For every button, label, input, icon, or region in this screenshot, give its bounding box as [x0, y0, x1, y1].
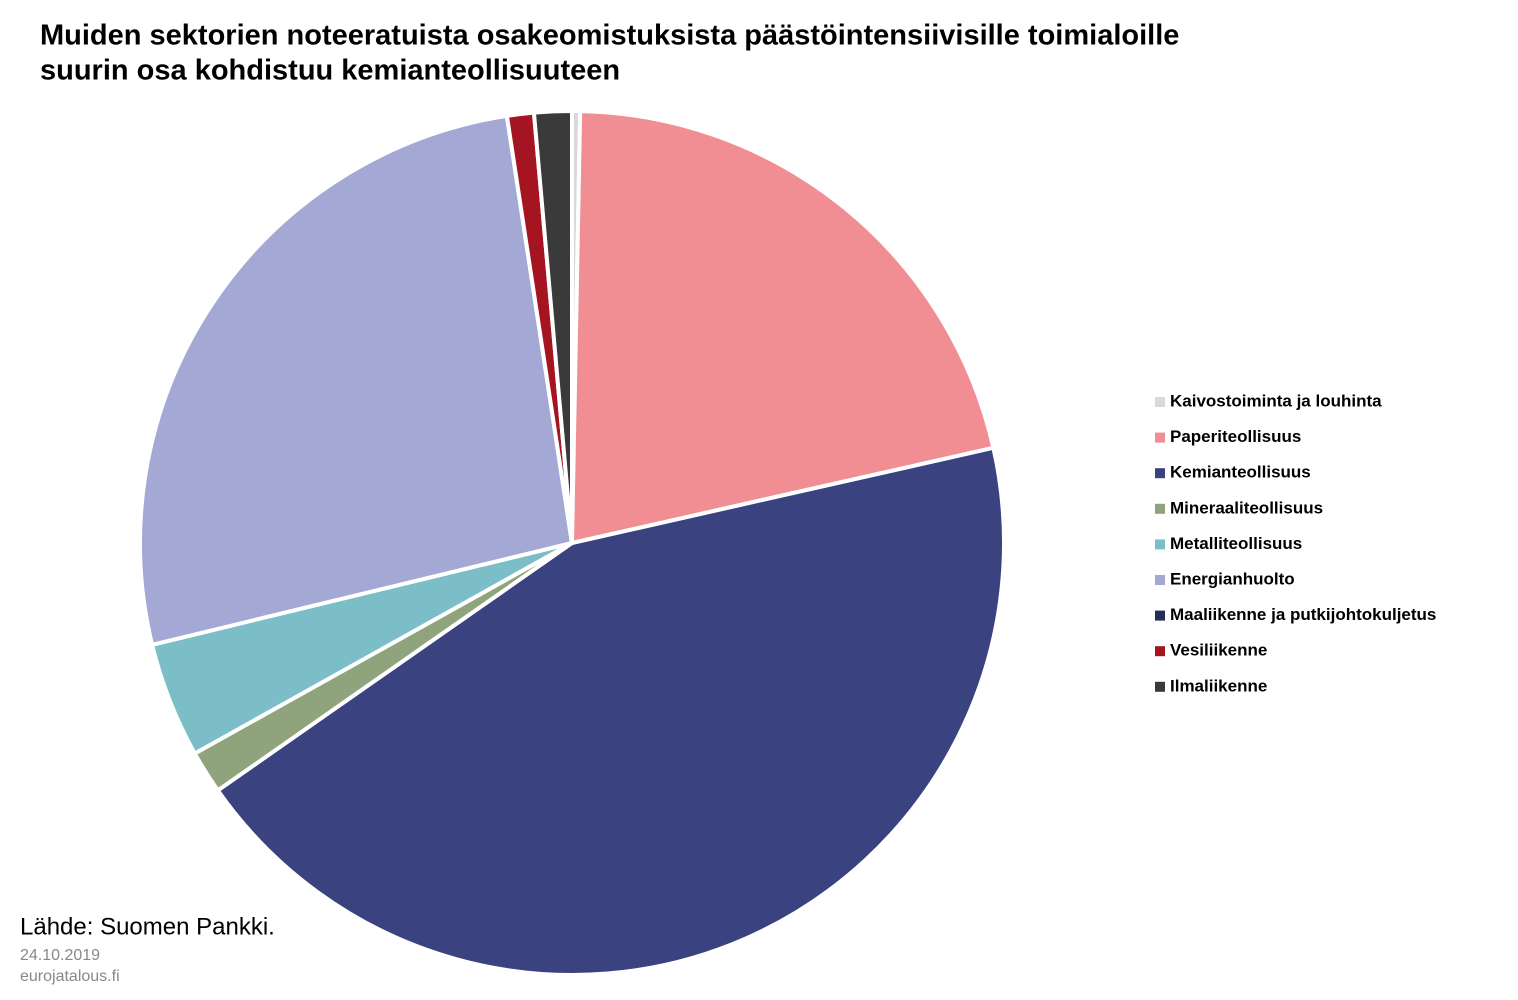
chart-title: suurin osa kohdistuu kemianteollisuuteen: [40, 55, 620, 87]
legend-label: Ilmaliikenne: [1170, 676, 1267, 695]
legend-swatch: [1155, 610, 1165, 621]
legend-label: Energianhuolto: [1170, 569, 1295, 588]
legend-swatch: [1155, 646, 1165, 657]
legend-swatch: [1155, 575, 1165, 585]
legend-swatch: [1155, 539, 1165, 550]
source: Lähde: Suomen Pankki.: [20, 913, 275, 940]
legend-label: Maaliikenne ja putkijohtokuljetus: [1170, 605, 1436, 624]
legend-label: Metalliteollisuus: [1170, 534, 1302, 553]
legend-label: Mineraaliteollisuus: [1170, 498, 1323, 517]
pie-slice: [138, 113, 574, 647]
pie-slice: [531, 109, 574, 545]
legend-label: Paperiteollisuus: [1170, 427, 1301, 446]
legend-swatch: [1155, 503, 1165, 514]
legend-label: Kaivostoiminta ja louhinta: [1170, 391, 1382, 410]
legend-swatch: [1155, 397, 1165, 407]
legend-label: Vesiliikenne: [1170, 641, 1267, 660]
chart-title: Muiden sektorien noteeratuista osakeomis…: [40, 20, 1179, 52]
pie-slice: [570, 109, 996, 545]
legend-swatch: [1155, 468, 1165, 479]
pie-slice: [215, 445, 1006, 977]
legend-label: Kemianteollisuus: [1170, 463, 1311, 482]
date: 24.10.2019: [20, 947, 100, 964]
site: eurojatalous.fi: [20, 968, 120, 985]
legend-swatch: [1155, 432, 1165, 443]
legend-swatch: [1155, 681, 1165, 692]
